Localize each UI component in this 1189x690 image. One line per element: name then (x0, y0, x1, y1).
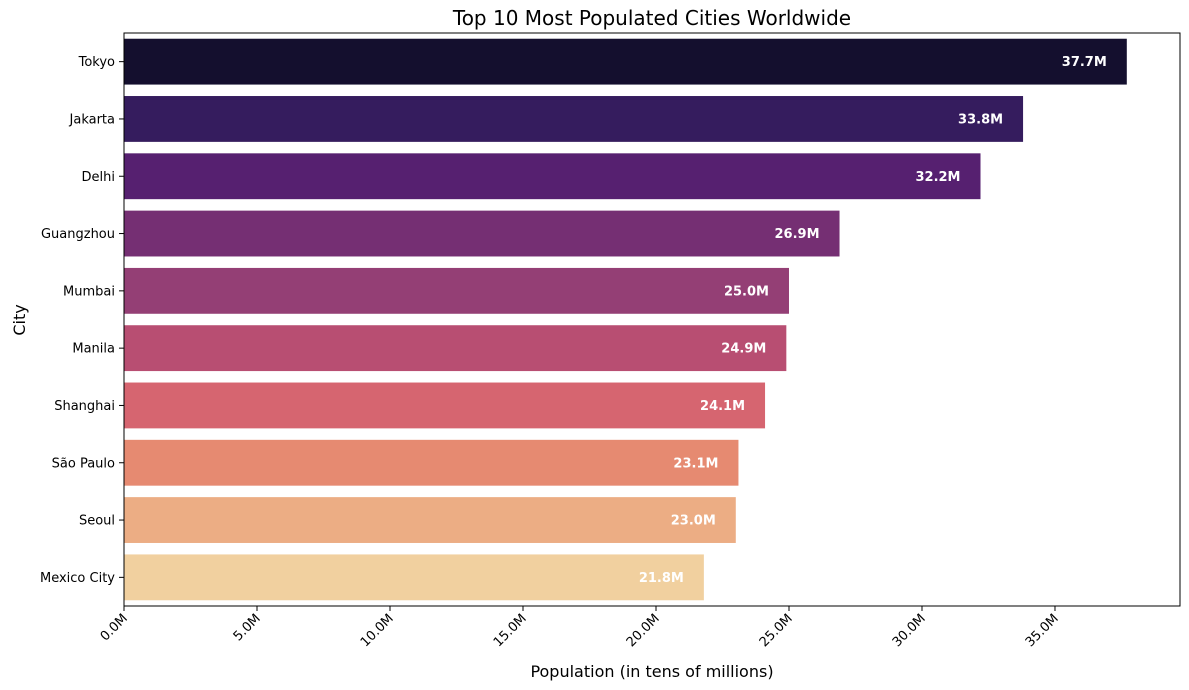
x-ticks: 0.0M 5.0M 10.0M 15.0M 20.0M 25.0M 30.0M 35.0M (98, 606, 1062, 650)
bar (124, 267, 789, 314)
bar-value-label: 24.9M (721, 342, 766, 357)
bar-value-label: 23.0M (671, 514, 716, 529)
bar (124, 96, 1024, 142)
bar (124, 382, 766, 429)
x-tick-label: 35.0M (1023, 611, 1062, 650)
bar-value-label: 32.2M (915, 170, 960, 185)
x-tick-label: 10.0M (358, 611, 397, 650)
x-tick-label: 0.0M (98, 611, 131, 644)
bar-value-label: 26.9M (775, 227, 820, 242)
y-tick-label: Manila (72, 342, 115, 357)
x-axis-label: Population (in tens of millions) (530, 662, 773, 681)
bar (124, 439, 739, 486)
y-tick-label: Mumbai (63, 284, 115, 299)
y-tick-label: Seoul (79, 514, 115, 529)
bar-value-label: 23.1M (673, 456, 718, 471)
y-tick-label: Tokyo (78, 55, 115, 70)
x-tick-label: 5.0M (231, 611, 264, 644)
bar (124, 497, 736, 543)
bar-value-label: 37.7M (1062, 55, 1107, 70)
y-tick-label: Shanghai (54, 399, 115, 414)
bar-value-label: 21.8M (639, 571, 684, 586)
y-tick-label: São Paulo (52, 456, 115, 471)
y-tick-label: Mexico City (40, 571, 115, 586)
chart-title: Top 10 Most Populated Cities Worldwide (452, 6, 851, 30)
x-tick-label: 25.0M (757, 611, 796, 650)
bar (124, 554, 704, 601)
x-tick-label: 15.0M (491, 611, 530, 650)
bar-value-label: 33.8M (958, 112, 1003, 127)
plot-frame (123, 32, 1181, 607)
bar (124, 38, 1127, 85)
y-tick-label: Guangzhou (41, 227, 115, 242)
y-tick-label: Delhi (82, 170, 115, 185)
bar-value-label: 25.0M (724, 284, 769, 299)
x-tick-label: 20.0M (624, 611, 663, 650)
bar-value-label: 24.1M (700, 399, 745, 414)
bar (124, 153, 981, 200)
bar (124, 210, 840, 257)
x-tick-label: 30.0M (890, 611, 929, 650)
bars-group: 37.7M 33.8M 32.2M 26.9M 25.0M 24.9M 24.1M 23.1M… (124, 38, 1127, 601)
y-axis-label: City (10, 304, 29, 335)
y-tick-label: Jakarta (69, 112, 115, 127)
bar (124, 325, 787, 372)
y-ticks: Tokyo Jakarta Delhi Guangzhou Mumbai Manila Sh… (40, 55, 124, 586)
